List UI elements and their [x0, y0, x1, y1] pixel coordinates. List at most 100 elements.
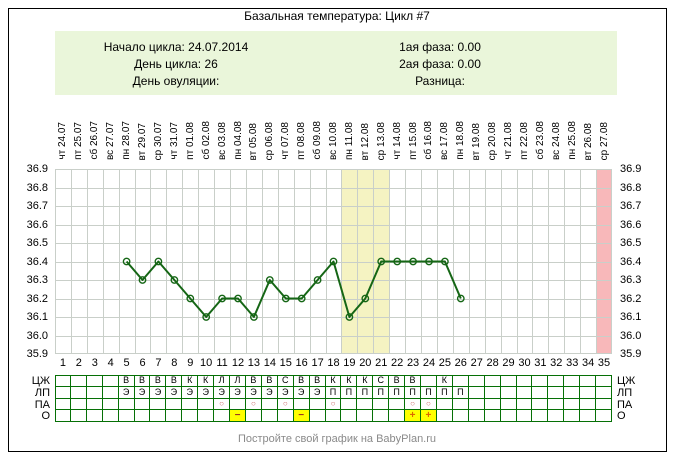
table-cell-ПА [102, 398, 119, 411]
page-border [8, 8, 667, 452]
day-number: 25 [438, 357, 452, 369]
row-label-right: ЛП [617, 386, 633, 399]
date-label: вс 10.08 [327, 121, 339, 160]
table-cell-О [325, 410, 342, 422]
y-tick-label: 36.4 [620, 255, 642, 268]
table-cell-ПА: ○ [325, 398, 342, 411]
table-cell-О [86, 410, 103, 422]
y-tick-label: 36.7 [620, 200, 642, 212]
table-cell-ЦЖ [484, 375, 501, 387]
table-cell-ЦЖ [421, 375, 437, 387]
table-cell-О [118, 410, 135, 422]
table-cell-О [484, 410, 501, 422]
temperature-point [329, 257, 338, 266]
table-cell-ЦЖ: К [357, 375, 374, 387]
date-label: вс 27.07 [105, 121, 117, 160]
temperature-point [138, 276, 147, 284]
table-cell-ПА [118, 398, 135, 411]
table-cell-О: − [293, 410, 310, 422]
phase1-line: 1ая фаза: 0.00 [399, 40, 481, 54]
day-number: 16 [295, 357, 308, 369]
day-number: 4 [107, 357, 114, 369]
table-cell-ПА [166, 398, 183, 411]
temperature-point [234, 294, 242, 303]
table-cell-ЛП [86, 386, 103, 399]
day-number: 5 [123, 357, 130, 369]
table-cell-О [214, 410, 231, 422]
day-number: 13 [247, 357, 261, 369]
temperature-line [125, 260, 462, 318]
table-cell-ЛП: П [325, 386, 342, 399]
table-cell-ЦЖ: В [134, 375, 151, 387]
table-cell-О [341, 410, 358, 422]
date-label: сб 23.08 [534, 121, 546, 160]
plot-svg [55, 169, 612, 354]
table-cell-О [500, 410, 517, 422]
table-cell-О [452, 410, 469, 422]
table-cell-О [277, 410, 294, 422]
date-label: пн 28.07 [121, 121, 133, 160]
table-cell-О [596, 410, 612, 422]
table-cell-ПА [580, 398, 597, 411]
table-cell-О [516, 410, 533, 422]
table-cell-ЛП: Э [198, 386, 215, 399]
table-cell-ЛП [516, 386, 533, 399]
table-cell-ЦЖ: К [325, 375, 342, 387]
table-cell-ЛП [484, 386, 501, 399]
date-label: пн 04.08 [232, 121, 244, 160]
table-cell-ЦЖ [532, 375, 549, 387]
day-number: 19 [343, 357, 356, 369]
ovulation-day-line: День овуляции: [132, 74, 220, 88]
table-cell-ЛП [500, 386, 517, 399]
date-label: пт 22.08 [518, 122, 530, 160]
table-cell-ЛП [102, 386, 119, 399]
table-cell-О [55, 410, 71, 422]
table-cell-О [166, 410, 183, 422]
temperature-point [154, 257, 163, 266]
cycle-start-line: Начало цикла: 24.07.2014 [103, 40, 249, 54]
table-cell-ЦЖ: В [261, 375, 278, 387]
date-label: ср 30.07 [152, 121, 164, 160]
row-label-left: О [41, 410, 50, 423]
cycle-info-right-column: 1ая фаза: 0.00 2ая фаза: 0.00 Разница: [330, 39, 550, 90]
table-cell-О [373, 410, 390, 422]
table-cell-ПА [548, 398, 565, 411]
day-number: 15 [279, 357, 292, 369]
table-cell-ЛП: П [452, 386, 469, 399]
date-label: пт 15.08 [407, 122, 419, 160]
y-tick-label: 36.2 [26, 292, 48, 305]
table-cell-ЦЖ: К [198, 375, 215, 387]
date-label: вс 17.08 [439, 121, 451, 160]
table-cell-ЦЖ [452, 375, 469, 387]
table-cell-ЛП: П [341, 386, 358, 399]
table-cell-ПА [596, 398, 612, 411]
phase2-line: 2ая фаза: 0.00 [399, 57, 481, 71]
table-cell-ЛП: Э [150, 386, 167, 399]
table-cell-О [182, 410, 199, 422]
date-label: вт 19.08 [471, 122, 483, 160]
temperature-point [170, 276, 179, 284]
date-label: чт 31.07 [168, 122, 180, 160]
table-cell-О [468, 410, 485, 422]
day-number: 34 [581, 357, 595, 369]
date-label: пн 25.08 [566, 121, 578, 160]
table-cell-ЛП [548, 386, 565, 399]
day-number: 10 [200, 357, 213, 369]
table-cell-О: + [405, 410, 422, 422]
table-cell-ПА [150, 398, 167, 411]
day-number: 33 [566, 357, 579, 369]
table-cell-ЛП: Э [309, 386, 326, 399]
table-cell-ПА [500, 398, 517, 411]
date-label: ср 20.08 [487, 121, 499, 160]
table-cell-ЛП: П [373, 386, 390, 399]
table-cell-О [150, 410, 167, 422]
table-cell-О [134, 410, 151, 422]
row-label-left: ЦЖ [31, 375, 50, 387]
y-tick-label: 36.1 [620, 311, 642, 323]
day-number: 2 [75, 357, 82, 369]
day-number: 18 [327, 357, 340, 369]
y-tick-label: 36.3 [26, 274, 48, 286]
day-number: 24 [422, 357, 436, 369]
date-label: ср 06.08 [264, 121, 276, 160]
